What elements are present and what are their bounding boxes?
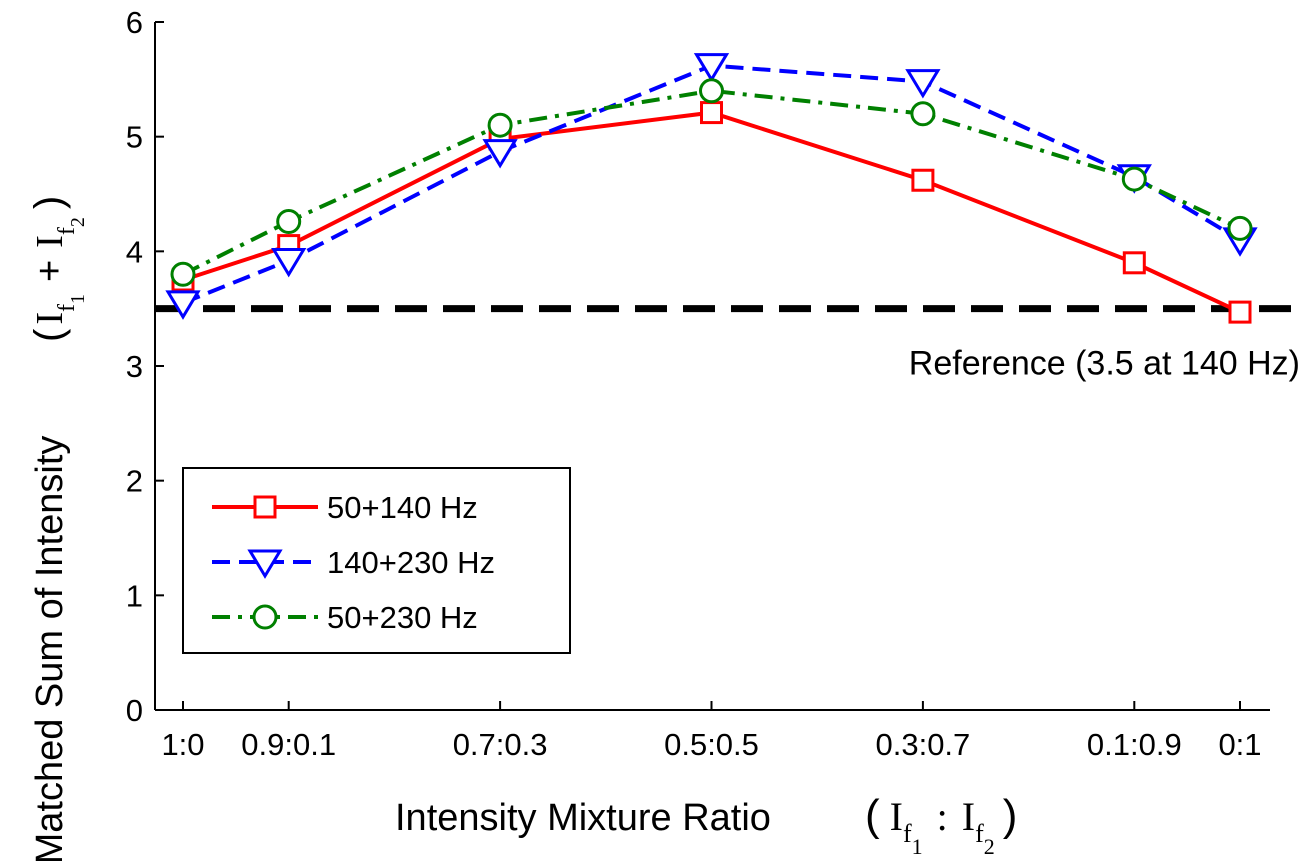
x-tick-label: 0.3:0.7 <box>875 727 970 762</box>
y-tick-label: 4 <box>126 234 143 269</box>
y-axis-label-text: Matched Sum of Intensity <box>29 436 71 861</box>
y-axis-label-math: ( If1 + If2 ) <box>27 196 89 342</box>
series-line <box>182 110 1241 314</box>
x-tick-labels: 1:0 0.9:0.1 0.7:0.3 0.5:0.5 0.3:0.7 0.1:0.9 0:… <box>161 727 1261 762</box>
x-tick-label: 0.7:0.3 <box>453 727 548 762</box>
data-point <box>1122 251 1146 275</box>
legend: 50+140 Hz 140+230 Hz 50+230 Hz <box>182 467 571 654</box>
data-point <box>911 168 935 192</box>
y-tick-label: 0 <box>126 693 143 728</box>
data-point <box>910 101 936 127</box>
y-tick-labels: 0 1 2 3 4 5 6 <box>126 5 143 728</box>
data-point <box>165 290 201 320</box>
reference-layer: Reference (3.5 at 140 Hz) <box>155 305 1300 383</box>
data-point <box>170 261 196 287</box>
axes <box>154 21 1270 711</box>
y-tick-label: 1 <box>126 578 143 613</box>
x-axis-label-math: ( If1 : If2 ) <box>865 791 1017 859</box>
series-layer <box>165 53 1258 324</box>
data-point <box>700 101 723 125</box>
x-axis-label: Intensity Mixture Ratio ( If1 : If2 ) <box>395 791 1017 859</box>
legend-entry: 140+230 Hz <box>212 545 495 580</box>
y-tick-label: 6 <box>126 5 143 40</box>
reference-label: Reference (3.5 at 140 Hz) <box>909 345 1300 383</box>
x-axis-label-text: Intensity Mixture Ratio <box>395 797 771 839</box>
legend-label: 50+230 Hz <box>327 600 478 635</box>
x-tick-label: 0.1:0.9 <box>1087 727 1182 762</box>
legend-label: 140+230 Hz <box>327 545 495 580</box>
x-tick-label: 0:1 <box>1218 727 1261 762</box>
series-0 <box>171 101 1252 324</box>
data-point <box>276 209 302 235</box>
y-axis-label: Matched Sum of Intensity ( If1 + If2 ) <box>27 196 89 861</box>
legend-entry: 50+230 Hz <box>212 600 478 635</box>
data-point <box>699 78 724 104</box>
legend-swatch-marker <box>247 549 283 579</box>
legend-swatch-marker <box>252 604 278 630</box>
y-tick-label: 5 <box>126 120 143 155</box>
svg-text:Matched Sum of Intensity: Matched Sum of Intensity <box>29 436 71 861</box>
data-point <box>487 112 513 138</box>
data-point <box>905 69 941 99</box>
data-point <box>693 53 730 83</box>
data-point <box>1227 215 1253 241</box>
x-tick-label: 1:0 <box>161 727 204 762</box>
legend-swatch-marker <box>253 495 277 519</box>
data-point <box>271 248 307 278</box>
legend-entry: 50+140 Hz <box>212 490 478 525</box>
data-point <box>482 139 518 169</box>
legend-label: 50+140 Hz <box>327 490 478 525</box>
data-point <box>1228 300 1252 324</box>
y-tick-label: 3 <box>126 349 143 384</box>
series-2 <box>170 78 1253 287</box>
x-tick-label: 0.5:0.5 <box>664 727 759 762</box>
y-tick-label: 2 <box>126 464 143 499</box>
x-tick-label: 0.9:0.1 <box>241 727 336 762</box>
data-point <box>1121 166 1147 192</box>
